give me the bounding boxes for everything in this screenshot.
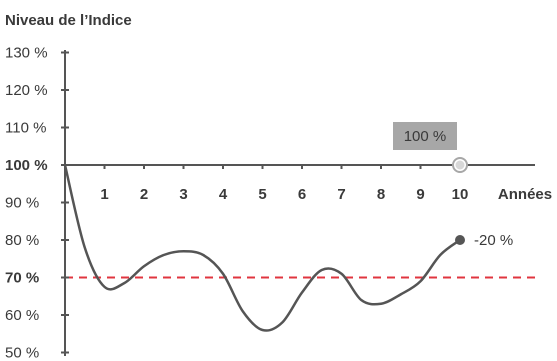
x-tick-label: 9 — [416, 186, 424, 203]
y-tick-label: 70 % — [5, 270, 39, 287]
y-tick-label: 110 % — [5, 120, 46, 137]
x-tick-label: 1 — [100, 186, 108, 203]
y-tick-label: 80 % — [5, 232, 39, 249]
axes — [64, 50, 535, 356]
x-tick-label: 3 — [179, 186, 187, 203]
x-axis-title: Années — [498, 186, 552, 203]
series-markers — [452, 157, 468, 245]
annotations: 100 % -20 % — [393, 122, 513, 249]
x-tick-label: 2 — [140, 186, 148, 203]
y-tick-label: 120 % — [5, 82, 48, 99]
y-tick-label: 50 % — [5, 345, 39, 361]
x-tick-label: 5 — [258, 186, 266, 203]
x-tick-label: 7 — [337, 186, 345, 203]
series-end-point — [455, 235, 465, 245]
y-tick-label: 100 % — [5, 157, 48, 174]
annotation-box — [393, 122, 457, 150]
y-axis-ticks: 130 % 120 % 110 % 100 % 90 % 80 % 70 % 60 % 50 % — [5, 45, 69, 361]
reference-lines — [65, 164, 535, 279]
x-axis-ticks: 1 2 3 4 5 6 7 8 9 10 — [100, 165, 468, 203]
annotation-label: -20 % — [474, 232, 513, 249]
y-tick-label: 130 % — [5, 45, 48, 62]
x-tick-label: 10 — [452, 186, 469, 203]
x-tick-label: 6 — [298, 186, 306, 203]
y-tick-label: 60 % — [5, 307, 39, 324]
target-point-core — [455, 160, 465, 170]
series-line — [63, 164, 461, 332]
annotation-box-label: 100 % — [404, 128, 447, 145]
y-axis-title: Niveau de l’Indice — [5, 12, 132, 29]
x-tick-label: 4 — [219, 186, 228, 203]
x-tick-label: 8 — [377, 186, 385, 203]
y-tick-label: 90 % — [5, 195, 39, 212]
